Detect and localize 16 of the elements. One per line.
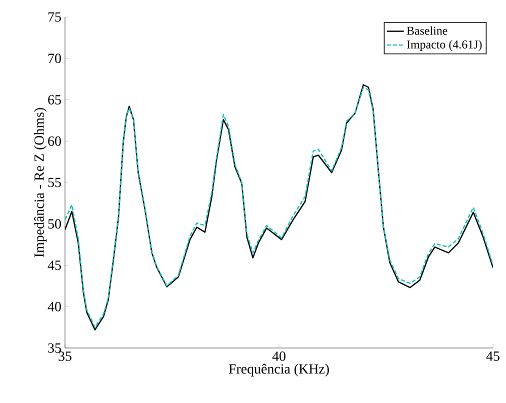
x-tick-label: 40 [272, 352, 286, 361]
y-tick-label: 75 [48, 12, 61, 22]
x-tick-label: 35 [58, 352, 72, 361]
y-tick-label: 55 [48, 178, 61, 188]
y-tick-label: 40 [48, 302, 61, 312]
y-tick-label: 60 [48, 136, 61, 146]
legend-label: Impacto (4.61J) [406, 40, 482, 51]
x-tick-label: 45 [486, 352, 500, 361]
x-axis-title: Frequência (KHz) [228, 364, 329, 376]
y-tick-label: 35 [48, 343, 61, 353]
y-tick-label: 50 [48, 219, 61, 229]
y-tick-label: 70 [48, 54, 61, 64]
legend-label: Baseline [406, 26, 448, 35]
y-axis-title: Impedância - Re Z (Ohms) [34, 108, 47, 258]
y-tick-label: 45 [48, 260, 61, 270]
y-tick-label: 65 [48, 95, 61, 104]
